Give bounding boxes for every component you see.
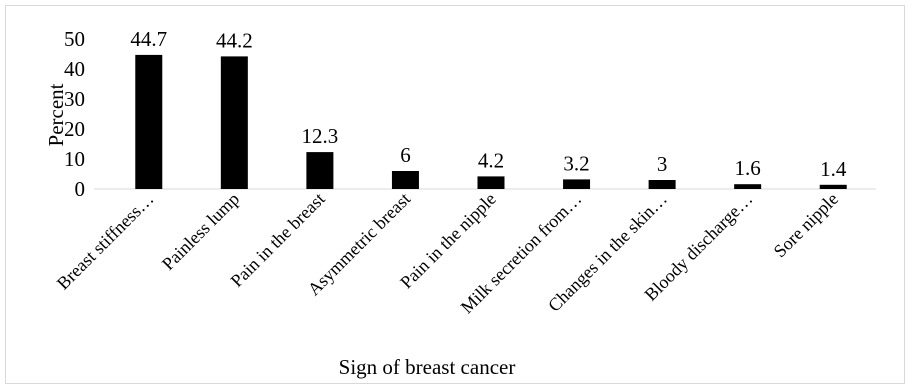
data-label: 44.2	[216, 28, 253, 52]
x-tick-label: Painless lump	[158, 189, 243, 274]
bar	[220, 56, 248, 190]
bar	[391, 171, 419, 189]
bar	[135, 54, 163, 190]
data-label: 1.6	[735, 156, 761, 180]
y-tick-label: 20	[64, 117, 85, 141]
x-tick-label: Sore nipple	[770, 189, 842, 261]
bar	[477, 176, 505, 189]
y-tick-label: 50	[64, 27, 85, 51]
chart-frame: 0 10 20 30 40 50 44.7 44.2 12.3 6 4.2 3.2 3 1.6 1.4 B…	[5, 5, 905, 384]
data-label: 1.4	[820, 157, 847, 181]
bar	[734, 184, 762, 189]
y-tick-label: 0	[75, 177, 86, 201]
data-labels: 44.7 44.2 12.3 6 4.2 3.2 3 1.6 1.4	[130, 27, 846, 181]
y-axis-tick-labels: 0 10 20 30 40 50	[64, 27, 85, 201]
data-label: 6	[400, 143, 411, 167]
data-label: 3.2	[563, 151, 589, 175]
data-label: 4.2	[478, 148, 504, 172]
x-tick-label: Breast stiffness…	[53, 189, 158, 294]
bar	[306, 152, 334, 189]
x-axis-title: Sign of breast cancer	[339, 355, 516, 379]
bar	[819, 184, 847, 189]
bar	[563, 179, 591, 189]
data-label: 44.7	[130, 27, 167, 51]
bar-chart: 0 10 20 30 40 50 44.7 44.2 12.3 6 4.2 3.2 3 1.6 1.4 B…	[44, 27, 876, 379]
y-tick-label: 10	[64, 147, 85, 171]
data-label: 3	[657, 152, 668, 176]
y-axis-title: Percent	[44, 83, 68, 146]
bars	[135, 54, 847, 190]
data-label: 12.3	[302, 124, 339, 148]
y-tick-label: 40	[64, 57, 85, 81]
y-tick-label: 30	[64, 87, 85, 111]
bar	[648, 180, 676, 189]
